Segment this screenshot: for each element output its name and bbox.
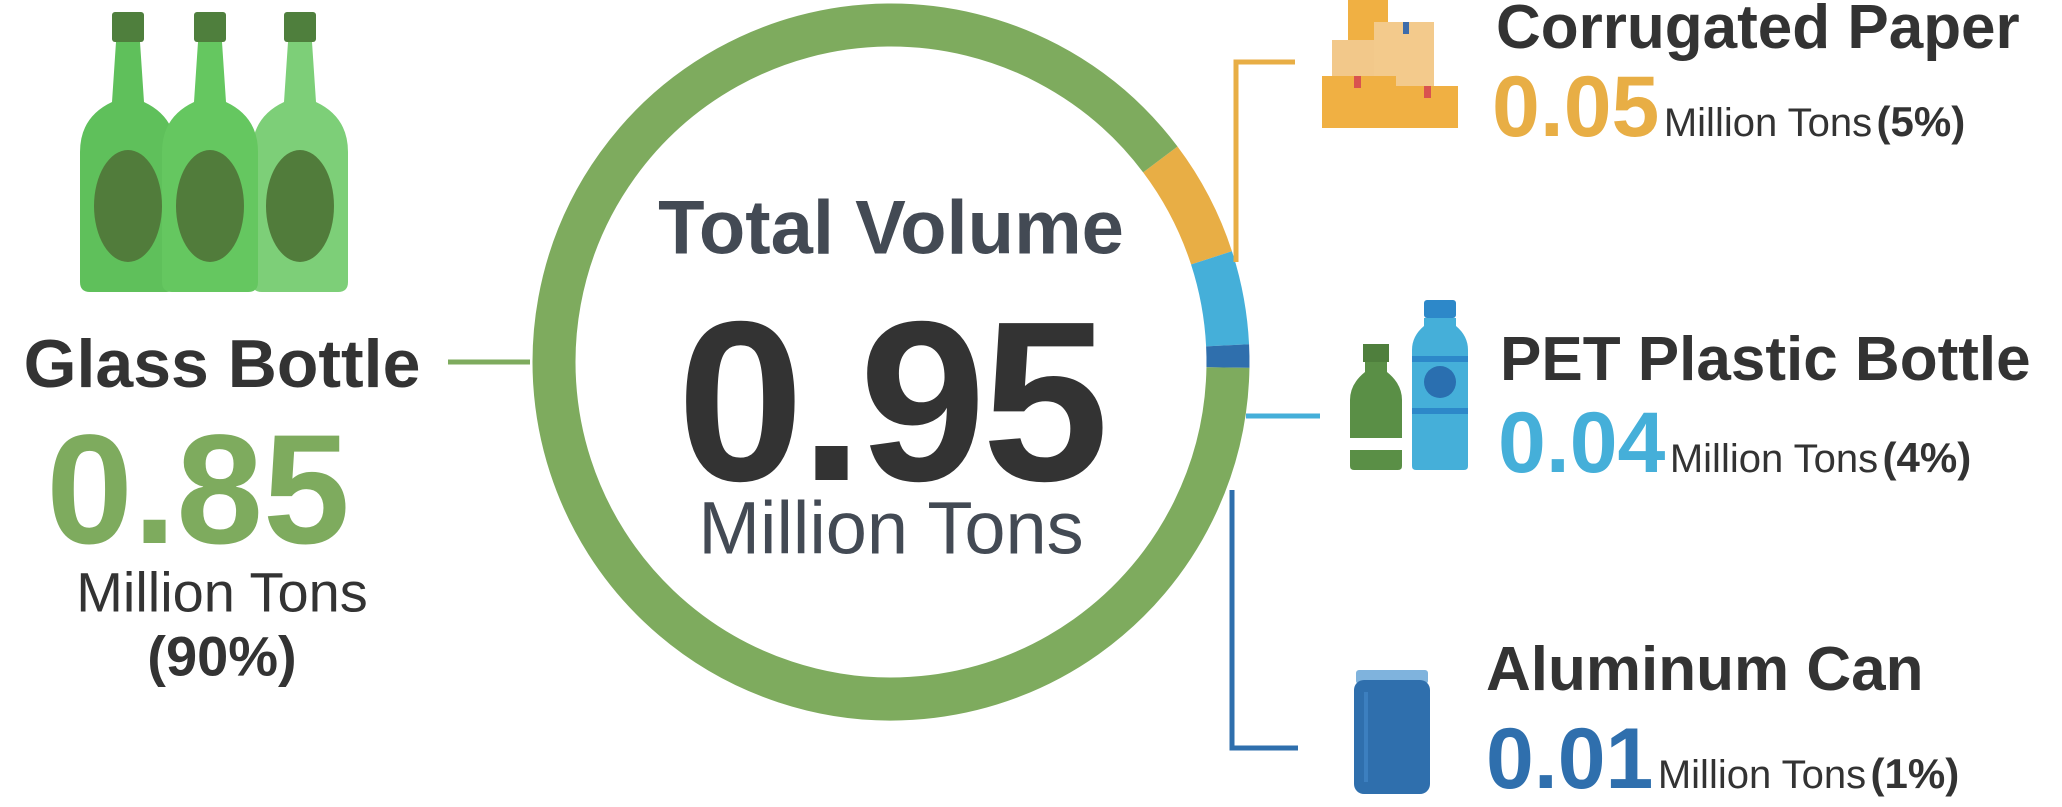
corrugated-paper-percent: (5%) bbox=[1877, 98, 1966, 145]
corrugated-paper-unit: Million Tons bbox=[1664, 101, 1872, 145]
pet-bottle-percent: (4%) bbox=[1883, 434, 1972, 481]
corrugated-paper-value: 0.05 bbox=[1492, 59, 1659, 155]
leader-paper bbox=[1236, 62, 1295, 262]
aluminum-can-value: 0.01 bbox=[1486, 711, 1653, 807]
glass-bottles-icon bbox=[80, 12, 348, 292]
center-title: Total Volume bbox=[658, 185, 1124, 272]
center-total-value: 0.95 bbox=[677, 288, 1105, 516]
glass-bottle-label: Glass Bottle bbox=[24, 325, 421, 403]
pet-bottle-label: PET Plastic Bottle bbox=[1500, 324, 2031, 395]
aluminum-can-label: Aluminum Can bbox=[1486, 634, 1923, 705]
aluminum-can-icon bbox=[1354, 670, 1430, 794]
pet-bottle-value-row: 0.04 Million Tons (4%) bbox=[1498, 400, 1971, 486]
donut-segment-pet-plastic-bottle bbox=[1212, 258, 1228, 345]
pet-bottle-value: 0.04 bbox=[1498, 395, 1665, 491]
glass-bottle-unit: Million Tons bbox=[76, 560, 368, 625]
donut-segment-corrugated-paper bbox=[1160, 159, 1211, 257]
glass-bottle-percent: (90%) bbox=[147, 624, 296, 689]
glass-bottle-value: 0.85 bbox=[46, 412, 350, 568]
aluminum-can-unit: Million Tons bbox=[1658, 753, 1866, 797]
plastic-bottles-icon bbox=[1350, 300, 1468, 470]
pet-bottle-unit: Million Tons bbox=[1670, 437, 1878, 481]
aluminum-can-percent: (1%) bbox=[1871, 750, 1960, 797]
leader-can bbox=[1232, 490, 1298, 748]
corrugated-paper-value-row: 0.05 Million Tons (5%) bbox=[1492, 64, 1965, 150]
corrugated-paper-label: Corrugated Paper bbox=[1496, 0, 2020, 63]
aluminum-can-value-row: 0.01 Million Tons (1%) bbox=[1486, 716, 1959, 802]
cardboard-boxes-icon bbox=[1322, 0, 1458, 128]
center-unit: Million Tons bbox=[698, 486, 1083, 571]
